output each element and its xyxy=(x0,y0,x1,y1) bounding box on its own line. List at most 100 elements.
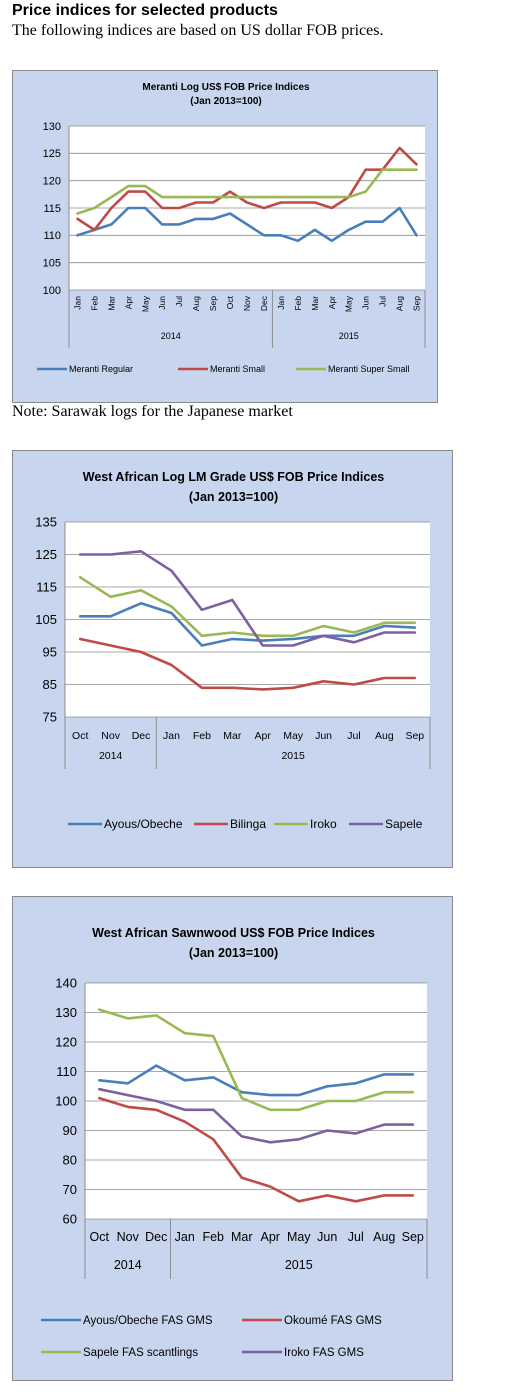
x-tick-label: Jun xyxy=(317,1230,337,1244)
legend-label: Meranti Regular xyxy=(69,364,133,374)
x-tick-label: May xyxy=(283,730,304,742)
x-tick-label: Jun xyxy=(315,730,332,742)
x-tick-label: Nov xyxy=(101,730,120,742)
series-line-iroko-fas-gms xyxy=(98,1087,415,1144)
x-tick-label: Sep xyxy=(208,296,218,311)
x-tick-label: Jan xyxy=(72,296,82,310)
x-tick-label: Jan xyxy=(175,1230,195,1244)
x-tick-label: Aug xyxy=(191,296,201,311)
west-african-log-chart: West African Log LM Grade US$ FOB Price … xyxy=(12,450,453,868)
y-tick-label: 100 xyxy=(55,1094,77,1109)
legend-label: Ayous/Obeche xyxy=(104,817,183,831)
x-tick-label: Jun xyxy=(157,296,167,310)
page-heading: Price indices for selected products xyxy=(12,2,278,19)
x-tick-label: Jan xyxy=(276,296,286,310)
series-line-meranti-super-small xyxy=(76,168,418,215)
y-tick-label: 120 xyxy=(43,176,61,188)
x-tick-label: Sep xyxy=(402,1230,424,1244)
year-label: 2014 xyxy=(161,331,181,341)
x-tick-label: Aug xyxy=(375,730,394,742)
series-line-ayous-obeche-fas-gms xyxy=(98,1064,415,1097)
x-tick-label: Feb xyxy=(193,730,211,742)
y-tick-label: 110 xyxy=(43,230,61,242)
x-tick-label: Oct xyxy=(225,295,235,309)
meranti-log-chart: Meranti Log US$ FOB Price Indices (Jan 20… xyxy=(12,70,438,403)
page-subheading: The following indices are based on US do… xyxy=(12,22,384,39)
x-tick-label: Aug xyxy=(373,1230,395,1244)
legend-label: Okoumé FAS GMS xyxy=(284,1315,382,1327)
chart-svg: Meranti Log US$ FOB Price Indices (Jan 20… xyxy=(37,82,426,374)
legend-label: Sapele FAS scantlings xyxy=(83,1347,198,1359)
y-tick-label: 90 xyxy=(63,1123,77,1138)
y-tick-label: 115 xyxy=(36,580,57,595)
series-line-bilinga xyxy=(78,637,417,691)
x-tick-label: Jul xyxy=(347,730,360,742)
year-label: 2015 xyxy=(281,750,305,762)
chart-subtitle: (Jan 2013=100) xyxy=(189,490,278,504)
year-label: 2015 xyxy=(285,1258,313,1272)
y-tick-label: 105 xyxy=(43,258,61,270)
legend-label: Meranti Super Small xyxy=(328,364,410,374)
x-tick-label: Apr xyxy=(255,730,272,742)
y-tick-label: 85 xyxy=(43,677,57,692)
x-tick-label: Mar xyxy=(106,296,116,311)
x-tick-label: Mar xyxy=(223,730,242,742)
y-tick-label: 115 xyxy=(43,203,61,215)
y-tick-label: 95 xyxy=(43,645,57,660)
x-tick-label: Nov xyxy=(242,295,252,311)
y-tick-label: 60 xyxy=(63,1212,77,1227)
x-tick-label: Dec xyxy=(259,295,269,311)
series-line-sapele-fas-scantlings xyxy=(98,1008,415,1112)
x-tick-label: Sep xyxy=(405,730,424,742)
x-tick-label: Feb xyxy=(293,296,303,311)
y-tick-label: 70 xyxy=(63,1182,77,1197)
x-tick-label: Jul xyxy=(378,296,388,307)
y-tick-label: 140 xyxy=(55,976,77,991)
x-tick-label: May xyxy=(140,295,150,312)
year-label: 2014 xyxy=(99,750,123,762)
x-tick-label: Jul xyxy=(348,1230,364,1244)
x-tick-label: Feb xyxy=(89,296,99,311)
y-tick-label: 130 xyxy=(43,121,61,133)
y-tick-label: 125 xyxy=(35,547,57,562)
legend-label: Meranti Small xyxy=(210,364,265,374)
chart-subtitle: (Jan 2013=100) xyxy=(189,946,278,960)
y-tick-label: 100 xyxy=(43,285,61,297)
y-tick-label: 120 xyxy=(55,1035,77,1050)
x-tick-label: Oct xyxy=(90,1230,110,1244)
x-tick-label: Nov xyxy=(117,1230,140,1244)
chart-subtitle: (Jan 2013=100) xyxy=(190,96,261,107)
legend-label: Ayous/Obeche FAS GMS xyxy=(83,1315,213,1327)
x-tick-label: Jul xyxy=(174,296,184,307)
x-tick-label: Aug xyxy=(395,296,405,311)
y-tick-label: 105 xyxy=(35,612,57,627)
legend-label: Bilinga xyxy=(230,817,266,831)
y-tick-label: 125 xyxy=(43,148,61,160)
x-tick-label: Mar xyxy=(310,296,320,311)
series-line-sapele xyxy=(78,550,417,647)
year-label: 2014 xyxy=(114,1258,142,1272)
x-tick-label: Sep xyxy=(412,296,422,311)
series-line-okoum-fas-gms xyxy=(98,1096,415,1203)
x-tick-label: Dec xyxy=(145,1230,167,1244)
legend-label: Sapele xyxy=(385,817,423,831)
chart-svg: West African Log LM Grade US$ FOB Price … xyxy=(35,470,431,831)
series-line-ayous-obeche xyxy=(78,602,417,647)
x-tick-label: Apr xyxy=(261,1230,280,1244)
x-tick-label: Feb xyxy=(202,1230,224,1244)
y-tick-label: 110 xyxy=(56,1064,77,1079)
series-line-meranti-regular xyxy=(76,206,418,243)
x-tick-label: Apr xyxy=(327,296,337,309)
year-label: 2015 xyxy=(339,331,359,341)
west-african-sawnwood-chart: West African Sawnwood US$ FOB Price Indi… xyxy=(12,896,453,1381)
chart-title: Meranti Log US$ FOB Price Indices xyxy=(142,82,310,93)
x-tick-label: Apr xyxy=(123,296,133,309)
x-tick-label: Dec xyxy=(132,730,151,742)
x-tick-label: May xyxy=(344,295,354,312)
chart-title: West African Sawnwood US$ FOB Price Indi… xyxy=(92,926,375,940)
series-line-iroko xyxy=(78,576,417,638)
x-tick-label: May xyxy=(287,1230,311,1244)
y-tick-label: 130 xyxy=(55,1005,77,1020)
x-tick-label: Jun xyxy=(361,296,371,310)
x-tick-label: Jan xyxy=(163,730,180,742)
